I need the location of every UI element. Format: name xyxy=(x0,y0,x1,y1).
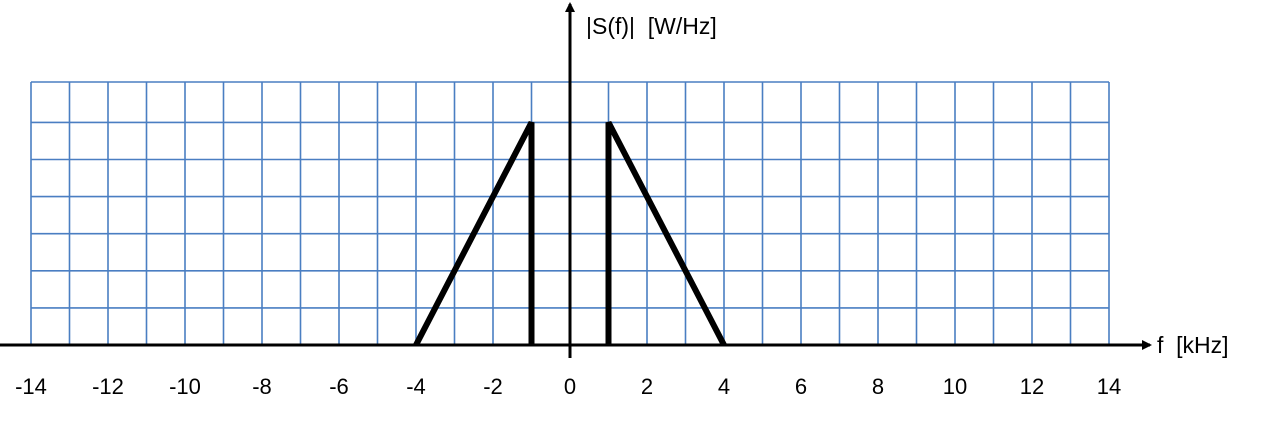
x-tick-label: 10 xyxy=(943,374,967,399)
x-axis-label: f [kHz] xyxy=(1157,332,1229,358)
x-tick-label: 0 xyxy=(564,374,576,399)
axes xyxy=(0,2,1152,358)
x-tick-label: -12 xyxy=(92,374,124,399)
x-tick-label: -14 xyxy=(15,374,47,399)
x-tick-labels: -14 -12 -10 -8 -6 -4 -2 0 2 4 6 8 10 12 14 xyxy=(15,374,1121,399)
spectrum-series xyxy=(413,121,727,347)
x-tick-label: -2 xyxy=(483,374,503,399)
x-tick-label: -4 xyxy=(406,374,426,399)
x-tick-label: 4 xyxy=(718,374,730,399)
x-tick-label: -6 xyxy=(329,374,349,399)
x-tick-label: -8 xyxy=(252,374,272,399)
x-tick-label: 8 xyxy=(872,374,884,399)
spectrum-series-1 xyxy=(413,121,535,347)
spectrum-series-2 xyxy=(605,121,727,347)
y-axis-label: |S(f)| [W/Hz] xyxy=(586,13,717,39)
x-tick-label: 12 xyxy=(1020,374,1044,399)
x-tick-label: 2 xyxy=(641,374,653,399)
x-tick-label: 6 xyxy=(795,374,807,399)
x-tick-label: -10 xyxy=(169,374,201,399)
x-tick-label: 14 xyxy=(1097,374,1121,399)
